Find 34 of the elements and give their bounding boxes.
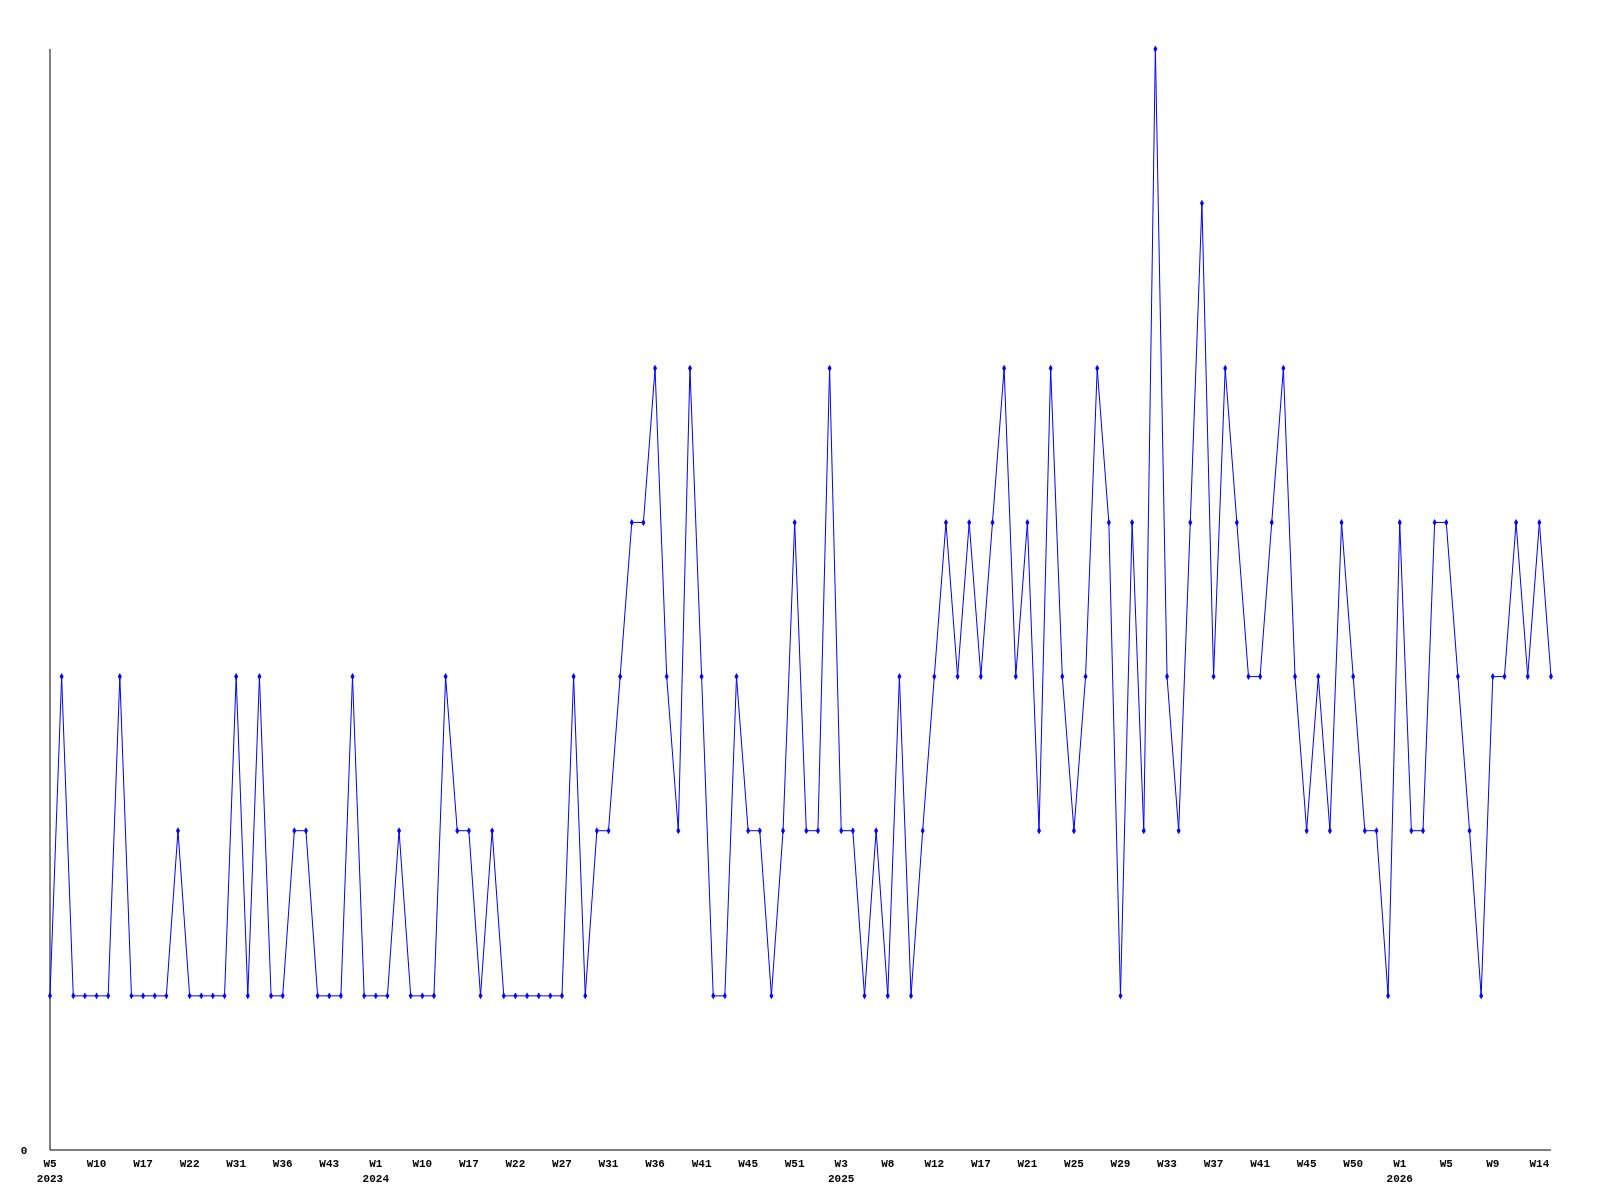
x-tick-label: W31 [226,1158,247,1170]
x-tick-label: W10 [86,1158,107,1170]
x-tick-label: W37 [1203,1158,1224,1170]
x-tick-label: W33 [1157,1158,1178,1170]
x-tick-label: W8 [881,1158,895,1170]
x-tick-label: W14 [1529,1158,1550,1170]
x-tick-label: W1 2026 [1386,1158,1413,1185]
x-tick-label: W22 [505,1158,526,1170]
x-tick-label: W12 [924,1158,945,1170]
x-tick-label: W21 [1017,1158,1038,1170]
x-tick-label: W9 [1486,1158,1500,1170]
x-tick-label: W29 [1110,1158,1131,1170]
x-tick-label: W45 [1296,1158,1317,1170]
x-tick-label: W1 2024 [362,1158,390,1185]
x-tick-label: W22 [179,1158,200,1170]
x-tick-label: W45 [738,1158,759,1170]
x-tick-label: W10 [412,1158,433,1170]
x-tick-label: W25 [1064,1158,1085,1170]
x-tick-label: W31 [598,1158,619,1170]
x-tick-label: W50 [1343,1158,1364,1170]
x-tick-label: W41 [691,1158,712,1170]
x-tick-label: W5 2023 [36,1158,64,1185]
x-tick-label: W51 [784,1158,805,1170]
x-tick-label: W17 [970,1158,991,1170]
x-tick-label: W17 [133,1158,153,1170]
x-tick-label: W5 [1439,1158,1454,1170]
x-tick-label: W36 [272,1158,293,1170]
x-tick-label: W27 [552,1158,572,1170]
x-tick-label: W3 2025 [828,1158,855,1185]
x-tick-label: W36 [645,1158,665,1170]
text: 0 [20,1145,28,1157]
x-tick-label: W43 [319,1158,340,1170]
x-tick-label: W17 [458,1158,479,1170]
x-tick-label: W41 [1250,1158,1271,1170]
